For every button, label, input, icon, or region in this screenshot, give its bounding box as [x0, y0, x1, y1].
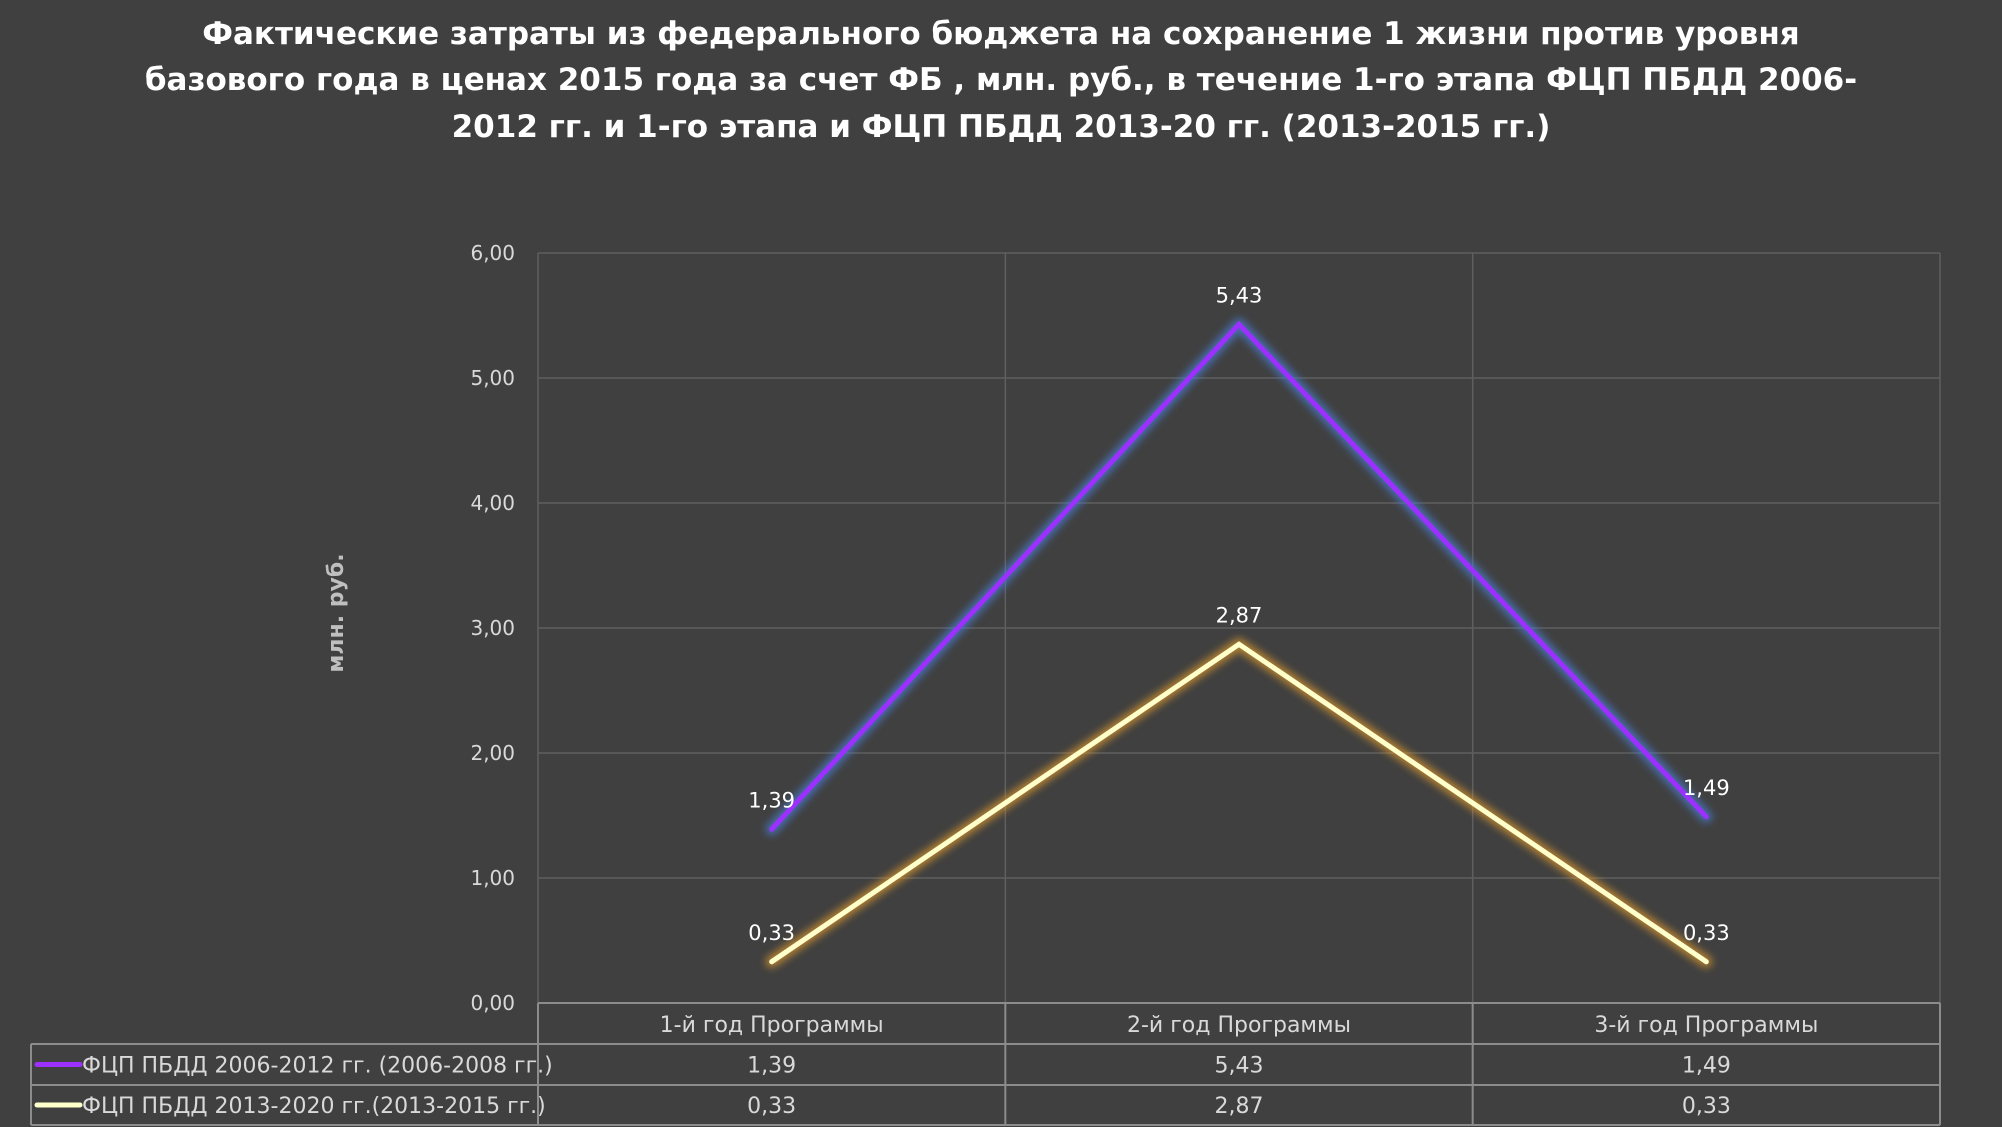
y-tick-label: 1,00: [470, 866, 515, 890]
data-label: 0,33: [748, 921, 795, 945]
table-value: 0,33: [747, 1094, 796, 1119]
series-line: [769, 641, 1709, 965]
table-value: 5,43: [1215, 1054, 1264, 1079]
y-tick-label: 0,00: [470, 991, 515, 1015]
category-label: 2-й год Программы: [1127, 1013, 1351, 1038]
y-tick-label: 5,00: [470, 366, 515, 390]
chart-title: Фактические затраты из федерального бюдж…: [145, 16, 1857, 145]
series-line: [769, 320, 1709, 832]
table-value: 0,33: [1682, 1094, 1731, 1119]
data-label: 0,33: [1683, 921, 1730, 945]
y-axis-label: млн. руб.: [324, 553, 349, 672]
series-glow: [765, 638, 1713, 968]
y-tick-label: 3,00: [470, 616, 515, 640]
table-value: 1,49: [1682, 1054, 1731, 1079]
y-tick-label: 2,00: [470, 741, 515, 765]
chart-title-line: 2012 гг. и 1-го этапа и ФЦП ПБДД 2013-20…: [452, 109, 1551, 145]
chart-title-line: базового года в ценах 2015 года за счет …: [145, 62, 1857, 98]
category-label: 3-й год Программы: [1594, 1013, 1818, 1038]
y-tick-label: 6,00: [470, 241, 515, 265]
gridlines: [537, 252, 1941, 1004]
data-label: 1,39: [748, 788, 795, 812]
data-label: 5,43: [1216, 283, 1263, 307]
chart-title-line: Фактические затраты из федерального бюдж…: [202, 16, 1799, 52]
series-lines: [765, 318, 1713, 968]
data-table: 1-й год Программы 2-й год Программы 3-й го…: [30, 1002, 1941, 1126]
data-label: 2,87: [1216, 603, 1263, 627]
y-axis-ticks: 0,00 1,00 2,00 3,00 4,00 5,00 6,00: [470, 241, 515, 1015]
y-tick-label: 4,00: [470, 491, 515, 515]
legend-entry: ФЦП ПБДД 2013-2020 гг.(2013-2015 гг.): [82, 1094, 546, 1119]
data-label: 1,49: [1683, 776, 1730, 800]
table-value: 2,87: [1215, 1094, 1264, 1119]
data-labels: 1,39 5,43 1,49 0,33 2,87 0,33: [748, 283, 1729, 945]
legend-entry: ФЦП ПБДД 2006-2012 гг. (2006-2008 гг.): [82, 1054, 553, 1079]
table-value: 1,39: [747, 1054, 796, 1079]
y-axis-label-group: млн. руб.: [324, 553, 349, 672]
category-label: 1-й год Программы: [660, 1013, 884, 1038]
